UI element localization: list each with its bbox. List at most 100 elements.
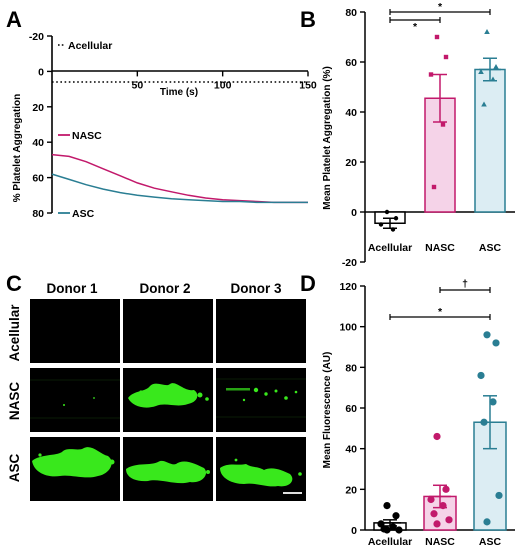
panel-d-point-acellular — [395, 526, 403, 534]
column-header-donor-2: Donor 2 — [139, 281, 190, 296]
panel-d-point-acellular — [383, 502, 391, 510]
panel-d-category-label-nasc: NASC — [425, 536, 455, 548]
panel-b-y-tick-label: 80 — [345, 7, 357, 19]
vessel-wall-faint-nasc-1 — [30, 379, 120, 419]
fluorescence-nasc-donor-1 — [63, 397, 95, 406]
panel-d-point-asc — [495, 491, 503, 500]
panel-b-point-nasc — [440, 122, 446, 127]
column-header-donor-1: Donor 1 — [46, 281, 97, 296]
panel-b-point-asc — [478, 69, 484, 74]
panel-d-point-nasc — [427, 495, 435, 504]
panel-b-point-acellular — [378, 222, 384, 227]
panel-d-significance-mark: * — [438, 306, 443, 318]
panel-b-y-tick-label: 60 — [345, 57, 357, 69]
panel-a-y-tick-label: 40 — [32, 137, 44, 149]
panel-d-point-acellular — [392, 512, 400, 520]
micrograph-nasc-donor-3 — [216, 368, 306, 432]
panel-d-point-nasc — [442, 485, 450, 493]
panel-b-point-asc — [490, 76, 496, 82]
panel-a-y-tick-label: 80 — [32, 208, 44, 220]
panel-c-microscopy-grid: Donor 1 Donor 2 Donor 3 Acellular NASC A… — [7, 281, 306, 501]
panel-b-y-tick-label: 40 — [345, 107, 357, 119]
panel-a-series-label-nasc: NASC — [72, 130, 102, 142]
panel-a-series-label-asc: ASC — [72, 208, 95, 220]
panel-b-point-asc — [484, 29, 490, 34]
panel-d-point-asc — [480, 418, 488, 426]
panel-d-y-tick-label: 60 — [345, 403, 357, 415]
panel-label-c: C — [6, 271, 22, 296]
panel-d-point-asc — [483, 518, 491, 526]
panel-d-category-label-asc: ASC — [479, 536, 502, 548]
panel-b-point-acellular — [390, 227, 396, 232]
fluorescence-asc-donor-3 — [220, 458, 302, 487]
panel-d-point-asc — [477, 371, 485, 380]
panel-label-b: B — [300, 7, 316, 32]
panel-a-y-axis-label: % Platelet Aggregation — [12, 94, 23, 203]
panel-d-point-asc — [483, 331, 491, 339]
panel-a-line-chart: % Platelet Aggregation -20 0 20 40 60 80 50 10… — [12, 31, 317, 220]
panel-d-y-tick-label: 20 — [345, 484, 357, 496]
panel-b-y-tick-label: -20 — [342, 257, 357, 269]
panel-b-y-tick-label: 0 — [351, 207, 357, 219]
panel-a-x-tick-label: 150 — [299, 79, 317, 91]
panel-d-point-nasc — [430, 510, 438, 518]
panel-d-point-acellular — [389, 523, 397, 531]
micrograph-nasc-donor-1 — [30, 368, 120, 432]
panel-a-x-tick-label: 100 — [214, 79, 232, 91]
panel-a-x-axis-label: Time (s) — [160, 87, 198, 98]
panel-a-y-tick-label: 60 — [32, 173, 44, 185]
vessel-wall-faint-nasc-3 — [216, 378, 306, 418]
panel-d-significance-mark: † — [462, 278, 468, 290]
panel-d-y-tick-label: 0 — [351, 525, 357, 537]
panel-d-point-nasc — [433, 520, 441, 528]
panel-b-point-asc — [493, 64, 499, 69]
panel-b-point-nasc — [434, 34, 440, 40]
panel-a-line-nasc — [51, 153, 308, 204]
panel-d-y-tick-label: 80 — [345, 362, 357, 374]
micrograph-acellular-donor-2 — [123, 299, 213, 363]
panel-a-y-tick-label: 20 — [32, 102, 44, 114]
panel-b-significance-mark: * — [438, 1, 443, 13]
panel-b-significance-mark: * — [413, 21, 418, 33]
panel-b-category-label-asc: ASC — [479, 242, 502, 254]
panel-d-point-asc — [489, 398, 497, 406]
column-header-donor-3: Donor 3 — [230, 281, 281, 296]
panel-b-point-asc — [481, 101, 487, 107]
panel-b-y-tick-label: 20 — [345, 157, 357, 169]
row-header-nasc: NASC — [7, 382, 22, 421]
panel-a-series-label-acellular: Acellular — [68, 40, 112, 52]
panel-d-bar-chart: Mean Fluorescence (AU) 0 20 40 60 80 100 120 Ac… — [322, 278, 515, 548]
fluorescence-asc-donor-2 — [126, 460, 210, 484]
panel-b-y-axis-label: Mean Platelet Aggregation (%) — [322, 66, 333, 210]
panel-d-y-axis-label: Mean Fluorescence (AU) — [322, 352, 333, 469]
fluorescence-nasc-donor-3 — [226, 387, 298, 402]
panel-d-point-nasc — [439, 502, 447, 510]
panel-d-point-acellular — [383, 526, 391, 534]
panel-b-bar-chart: Mean Platelet Aggregation (%) -20 0 20 40 60… — [322, 1, 515, 269]
row-header-asc: ASC — [7, 454, 22, 483]
panel-a-y-tick-label: 0 — [38, 66, 44, 78]
panel-b-point-acellular — [384, 209, 390, 215]
fluorescence-asc-donor-1 — [32, 447, 115, 478]
panel-d-category-label-acellular: Acellular — [368, 536, 412, 548]
panel-b-point-acellular — [393, 216, 399, 221]
panel-b-bar-asc — [474, 68, 506, 213]
panel-a-line-asc — [51, 173, 308, 204]
panel-b-category-label-acellular: Acellular — [368, 242, 412, 254]
panel-d-y-tick-label: 120 — [339, 281, 357, 293]
panel-a-x-tick-label: 50 — [131, 79, 143, 91]
panel-b-point-nasc — [431, 184, 437, 190]
row-header-acellular: Acellular — [7, 304, 22, 362]
panel-label-d: D — [300, 271, 316, 296]
panel-b-category-label-nasc: NASC — [425, 242, 455, 254]
panel-d-y-tick-label: 40 — [345, 444, 357, 456]
panel-label-a: A — [6, 7, 22, 32]
panel-a-y-tick-label: -20 — [29, 31, 44, 43]
micrograph-acellular-donor-3 — [216, 299, 306, 363]
micrograph-acellular-donor-1 — [30, 299, 120, 363]
panel-b-point-nasc — [428, 72, 434, 77]
panel-d-point-nasc — [445, 516, 453, 524]
fluorescence-nasc-donor-2 — [128, 383, 209, 408]
panel-d-y-tick-label: 100 — [339, 322, 357, 334]
